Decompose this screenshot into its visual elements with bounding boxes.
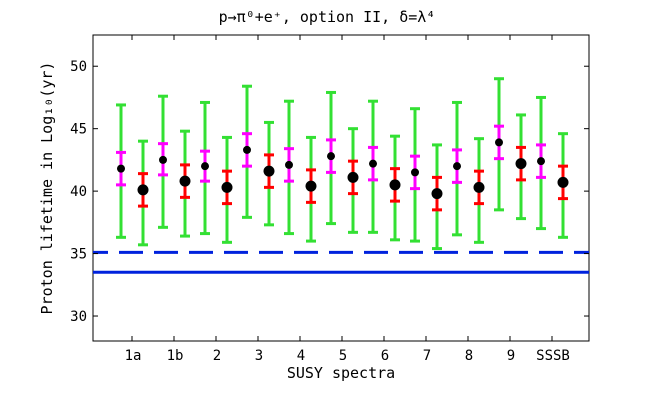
x-tick-label: 2: [213, 348, 221, 364]
data-point: [431, 188, 443, 200]
data-point: [347, 171, 359, 183]
reference-lines: [93, 250, 589, 274]
y-tick-label: 35: [70, 247, 87, 263]
data-point: [515, 158, 527, 170]
data-point: [389, 179, 401, 191]
data-point: [369, 159, 377, 168]
x-tick-label: 9: [507, 348, 515, 364]
data-point: [305, 180, 317, 192]
data-points: [117, 138, 569, 200]
x-tick-label: 7: [423, 348, 431, 364]
y-tick-label: 45: [70, 122, 87, 138]
data-point: [159, 155, 167, 164]
data-point: [537, 157, 545, 166]
x-tick-label: 6: [381, 348, 389, 364]
data-point: [137, 184, 149, 196]
y-axis-label: Proton lifetime in Log₁₀(yr): [38, 62, 56, 315]
y-axis: 30 35 40 45 50: [70, 59, 589, 325]
error-bars: [116, 77, 568, 251]
data-point: [453, 162, 461, 171]
y-tick-label: 50: [70, 59, 87, 75]
data-point: [473, 181, 485, 193]
y-tick-label: 40: [70, 184, 87, 200]
data-point: [557, 176, 569, 188]
data-point: [117, 164, 125, 173]
data-point: [411, 168, 419, 177]
x-axis: 1a 1b 2 3 4 5 6 7 8 9 SSSB: [125, 35, 570, 364]
data-point: [179, 175, 191, 187]
data-point: [285, 160, 293, 169]
x-tick-label: 4: [297, 348, 305, 364]
data-point: [263, 165, 275, 177]
x-tick-label: 8: [465, 348, 473, 364]
x-tick-label: 1a: [125, 348, 142, 364]
x-tick-label: 3: [255, 348, 263, 364]
data-point: [495, 138, 503, 147]
y-tick-label: 30: [70, 309, 87, 325]
data-point: [327, 152, 335, 161]
data-point: [243, 145, 251, 154]
chart-title: p→π⁰+e⁺, option II, δ=λ⁴: [219, 8, 436, 26]
x-tick-label: SSSB: [536, 348, 570, 364]
data-point: [221, 181, 233, 193]
x-tick-label: 5: [339, 348, 347, 364]
data-point: [201, 162, 209, 171]
x-tick-label: 1b: [167, 348, 184, 364]
plot-frame: [92, 34, 590, 342]
x-axis-label: SUSY spectra: [287, 364, 395, 382]
